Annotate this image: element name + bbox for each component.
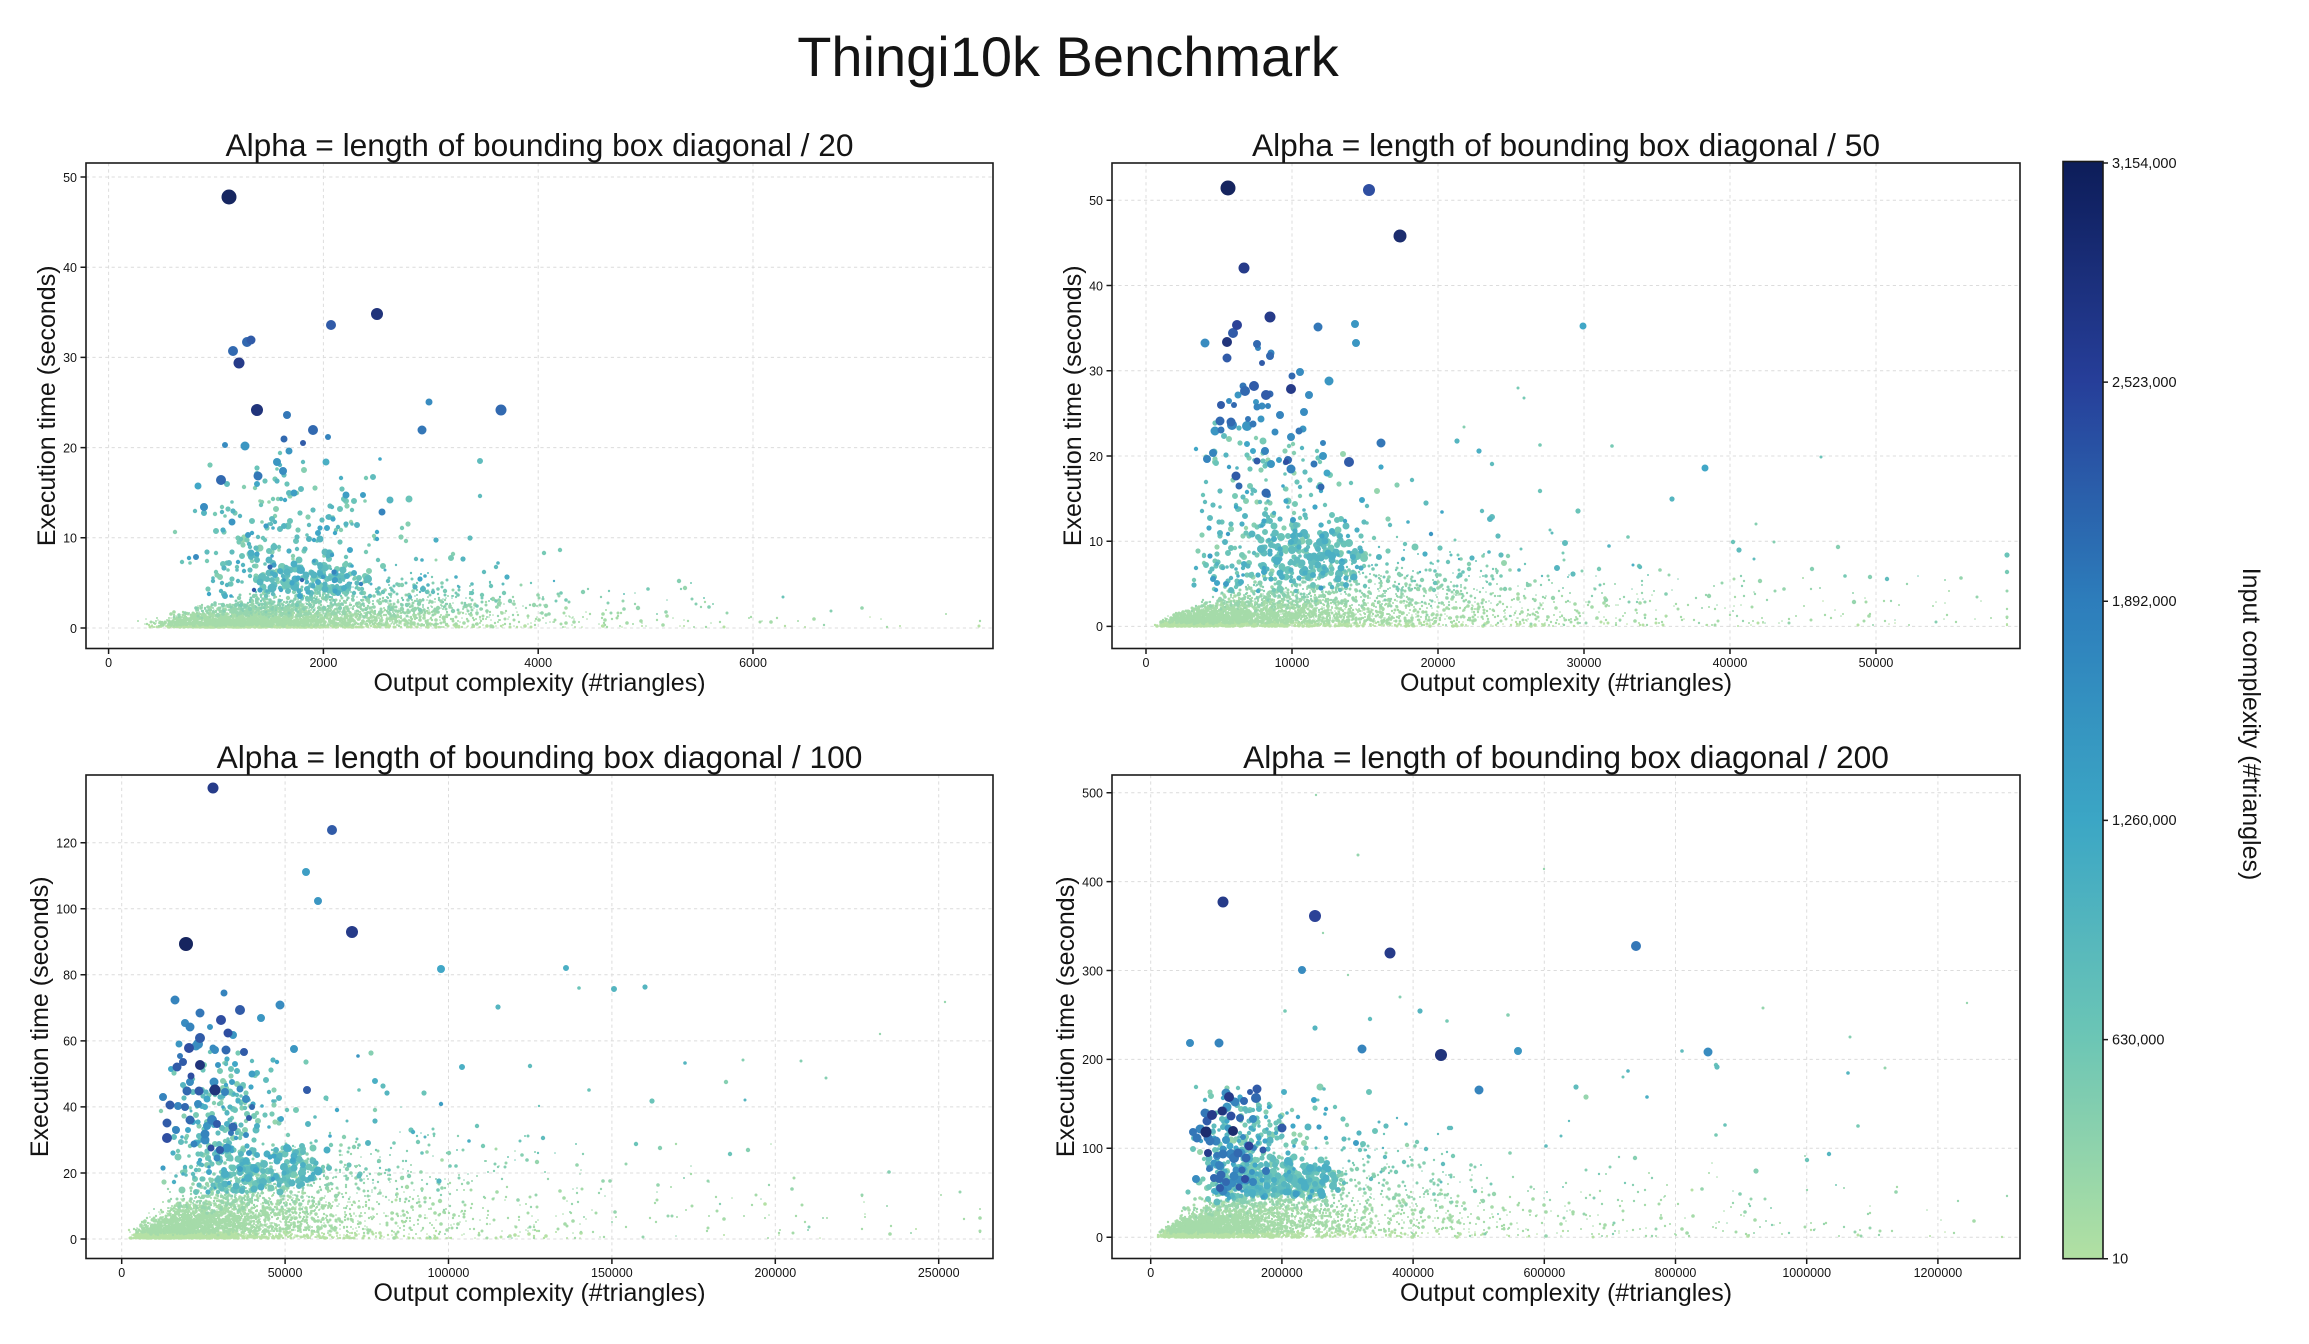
svg-text:Alpha = length of bounding box: Alpha = length of bounding box diagonal … [225, 127, 853, 163]
svg-text:30000: 30000 [1567, 656, 1602, 670]
svg-text:Thingi10k Benchmark: Thingi10k Benchmark [797, 25, 1340, 88]
svg-text:1,260,000: 1,260,000 [2112, 813, 2177, 829]
svg-text:Input complexity (#triangles): Input complexity (#triangles) [2237, 568, 2265, 881]
svg-text:0: 0 [1143, 656, 1150, 670]
svg-text:0: 0 [1096, 1231, 1103, 1245]
svg-text:10: 10 [1089, 535, 1103, 549]
svg-text:1200000: 1200000 [1914, 1266, 1963, 1280]
svg-text:Execution time (seconds): Execution time (seconds) [1052, 876, 1080, 1157]
svg-text:Output complexity (#triangles): Output complexity (#triangles) [373, 1279, 705, 1307]
svg-text:60: 60 [63, 1035, 77, 1049]
svg-text:20: 20 [63, 1167, 77, 1181]
svg-text:50000: 50000 [1859, 656, 1894, 670]
svg-text:Execution time (seconds): Execution time (seconds) [33, 265, 61, 546]
svg-text:40: 40 [1089, 279, 1103, 293]
svg-text:Alpha = length of bounding box: Alpha = length of bounding box diagonal … [1252, 127, 1880, 163]
svg-text:20: 20 [1089, 450, 1103, 464]
svg-text:Alpha = length of bounding box: Alpha = length of bounding box diagonal … [217, 739, 863, 775]
svg-text:200000: 200000 [754, 1266, 796, 1280]
svg-text:50000: 50000 [268, 1266, 303, 1280]
svg-text:0: 0 [70, 1233, 77, 1247]
svg-text:40: 40 [63, 261, 77, 275]
svg-text:1000000: 1000000 [1782, 1266, 1831, 1280]
svg-text:10: 10 [2112, 1252, 2128, 1268]
svg-text:200000: 200000 [1261, 1266, 1303, 1280]
svg-text:40: 40 [63, 1101, 77, 1115]
svg-text:6000: 6000 [739, 656, 767, 670]
svg-text:Output complexity (#triangles): Output complexity (#triangles) [1400, 1279, 1732, 1307]
svg-text:400000: 400000 [1392, 1266, 1434, 1280]
svg-text:20: 20 [63, 441, 77, 455]
svg-text:0: 0 [1096, 620, 1103, 634]
svg-text:500: 500 [1082, 787, 1103, 801]
svg-text:800000: 800000 [1655, 1266, 1697, 1280]
svg-text:Alpha = length of bounding box: Alpha = length of bounding box diagonal … [1243, 739, 1889, 775]
svg-text:120: 120 [56, 837, 77, 851]
svg-text:80: 80 [63, 969, 77, 983]
svg-text:630,000: 630,000 [2112, 1032, 2164, 1048]
svg-text:100: 100 [56, 903, 77, 917]
svg-text:30: 30 [63, 351, 77, 365]
svg-text:0: 0 [70, 622, 77, 636]
svg-text:0: 0 [118, 1266, 125, 1280]
svg-text:400: 400 [1082, 875, 1103, 889]
svg-text:50: 50 [1089, 194, 1103, 208]
svg-text:Execution time (seconds): Execution time (seconds) [1059, 265, 1087, 546]
svg-text:3,154,000: 3,154,000 [2112, 156, 2177, 172]
svg-text:30: 30 [1089, 365, 1103, 379]
svg-text:Output complexity (#triangles): Output complexity (#triangles) [373, 669, 705, 697]
svg-text:1,892,000: 1,892,000 [2112, 594, 2177, 610]
svg-text:100: 100 [1082, 1142, 1103, 1156]
svg-text:200: 200 [1082, 1053, 1103, 1067]
svg-text:10: 10 [63, 532, 77, 546]
svg-text:4000: 4000 [524, 656, 552, 670]
svg-text:100000: 100000 [428, 1266, 470, 1280]
svg-text:0: 0 [1147, 1266, 1154, 1280]
svg-text:Execution time (seconds): Execution time (seconds) [26, 876, 54, 1157]
svg-text:600000: 600000 [1523, 1266, 1565, 1280]
svg-text:10000: 10000 [1275, 656, 1310, 670]
svg-text:Output complexity (#triangles): Output complexity (#triangles) [1400, 669, 1732, 697]
svg-text:2,523,000: 2,523,000 [2112, 375, 2177, 391]
svg-text:300: 300 [1082, 964, 1103, 978]
svg-text:150000: 150000 [591, 1266, 633, 1280]
svg-text:0: 0 [105, 656, 112, 670]
svg-text:50: 50 [63, 171, 77, 185]
svg-text:2000: 2000 [309, 656, 337, 670]
svg-text:40000: 40000 [1713, 656, 1748, 670]
svg-text:20000: 20000 [1421, 656, 1456, 670]
svg-text:250000: 250000 [918, 1266, 960, 1280]
